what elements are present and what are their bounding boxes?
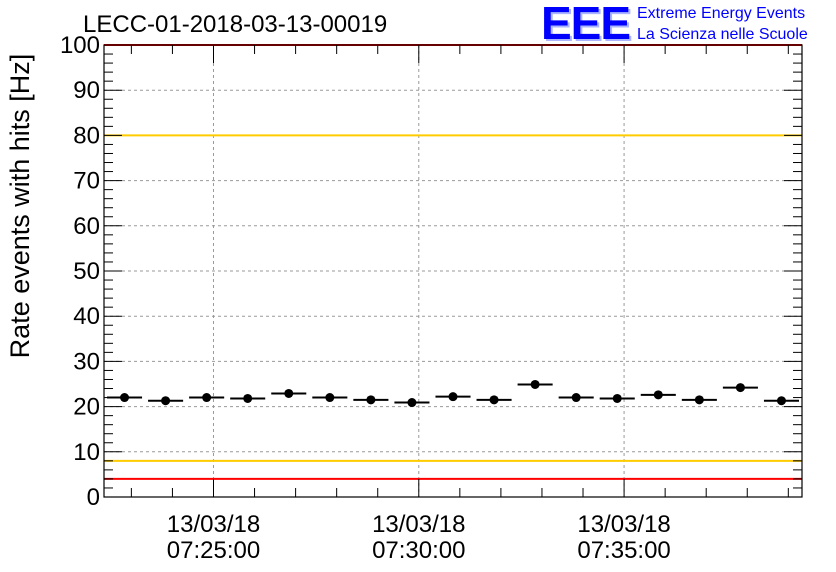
- data-point: [448, 392, 458, 402]
- plot-frame: [103, 44, 803, 498]
- y-tick-label: 20: [73, 394, 100, 421]
- data-point: [284, 388, 294, 398]
- y-tick-label: 10: [73, 439, 100, 466]
- x-tick-time-label: 07:35:00: [577, 537, 670, 564]
- logo-mark: EEE: [541, 0, 630, 49]
- y-tick-label: 90: [73, 77, 100, 104]
- x-tick-time-label: 07:25:00: [167, 537, 260, 564]
- logo-line-2: La Scienza nelle Scuole: [637, 26, 808, 43]
- data-points: [107, 379, 799, 408]
- y-tick-labels: 0 10 20 30 40 50 60 70 80 90 100: [60, 32, 100, 511]
- y-tick-label: 30: [73, 348, 100, 375]
- y-axis-label: Rate events with hits [Hz]: [5, 54, 35, 359]
- x-tick-date-label: 13/03/18: [167, 511, 260, 538]
- data-point: [653, 390, 663, 400]
- y-tick-label: 60: [73, 213, 100, 240]
- data-point: [161, 396, 171, 406]
- data-point: [202, 393, 212, 403]
- x-tick-labels: 13/03/1807:25:0013/03/1807:30:0013/03/18…: [167, 511, 671, 564]
- data-point: [776, 396, 786, 406]
- data-point: [120, 393, 130, 403]
- eee-logo: EEE EEE Extreme Energy Events La Scienza…: [541, 0, 808, 51]
- axes: [103, 44, 803, 498]
- data-point: [735, 383, 745, 393]
- data-point: [325, 393, 335, 403]
- data-point: [489, 395, 499, 405]
- y-tick-label: 0: [87, 484, 100, 511]
- y-tick-label: 50: [73, 258, 100, 285]
- x-tick-date-label: 13/03/18: [577, 511, 670, 538]
- reference-lines: [104, 44, 802, 480]
- data-point: [243, 393, 253, 403]
- y-tick-label: 100: [60, 32, 100, 59]
- x-tick-time-label: 07:30:00: [372, 537, 465, 564]
- y-tick-label: 40: [73, 303, 100, 330]
- logo-line-1: Extreme Energy Events: [637, 5, 805, 22]
- x-tick-date-label: 13/03/18: [372, 511, 465, 538]
- data-point: [694, 395, 704, 405]
- logo-mark-shadow: EEE: [543, 0, 632, 51]
- grid-lines: [104, 45, 802, 497]
- data-point: [366, 395, 376, 405]
- data-point: [407, 398, 417, 408]
- data-point: [530, 379, 540, 389]
- data-point: [612, 393, 622, 403]
- data-point: [571, 393, 581, 403]
- y-tick-label: 70: [73, 168, 100, 195]
- y-tick-label: 80: [73, 122, 100, 149]
- chart-title: LECC-01-2018-03-13-00019: [83, 11, 387, 38]
